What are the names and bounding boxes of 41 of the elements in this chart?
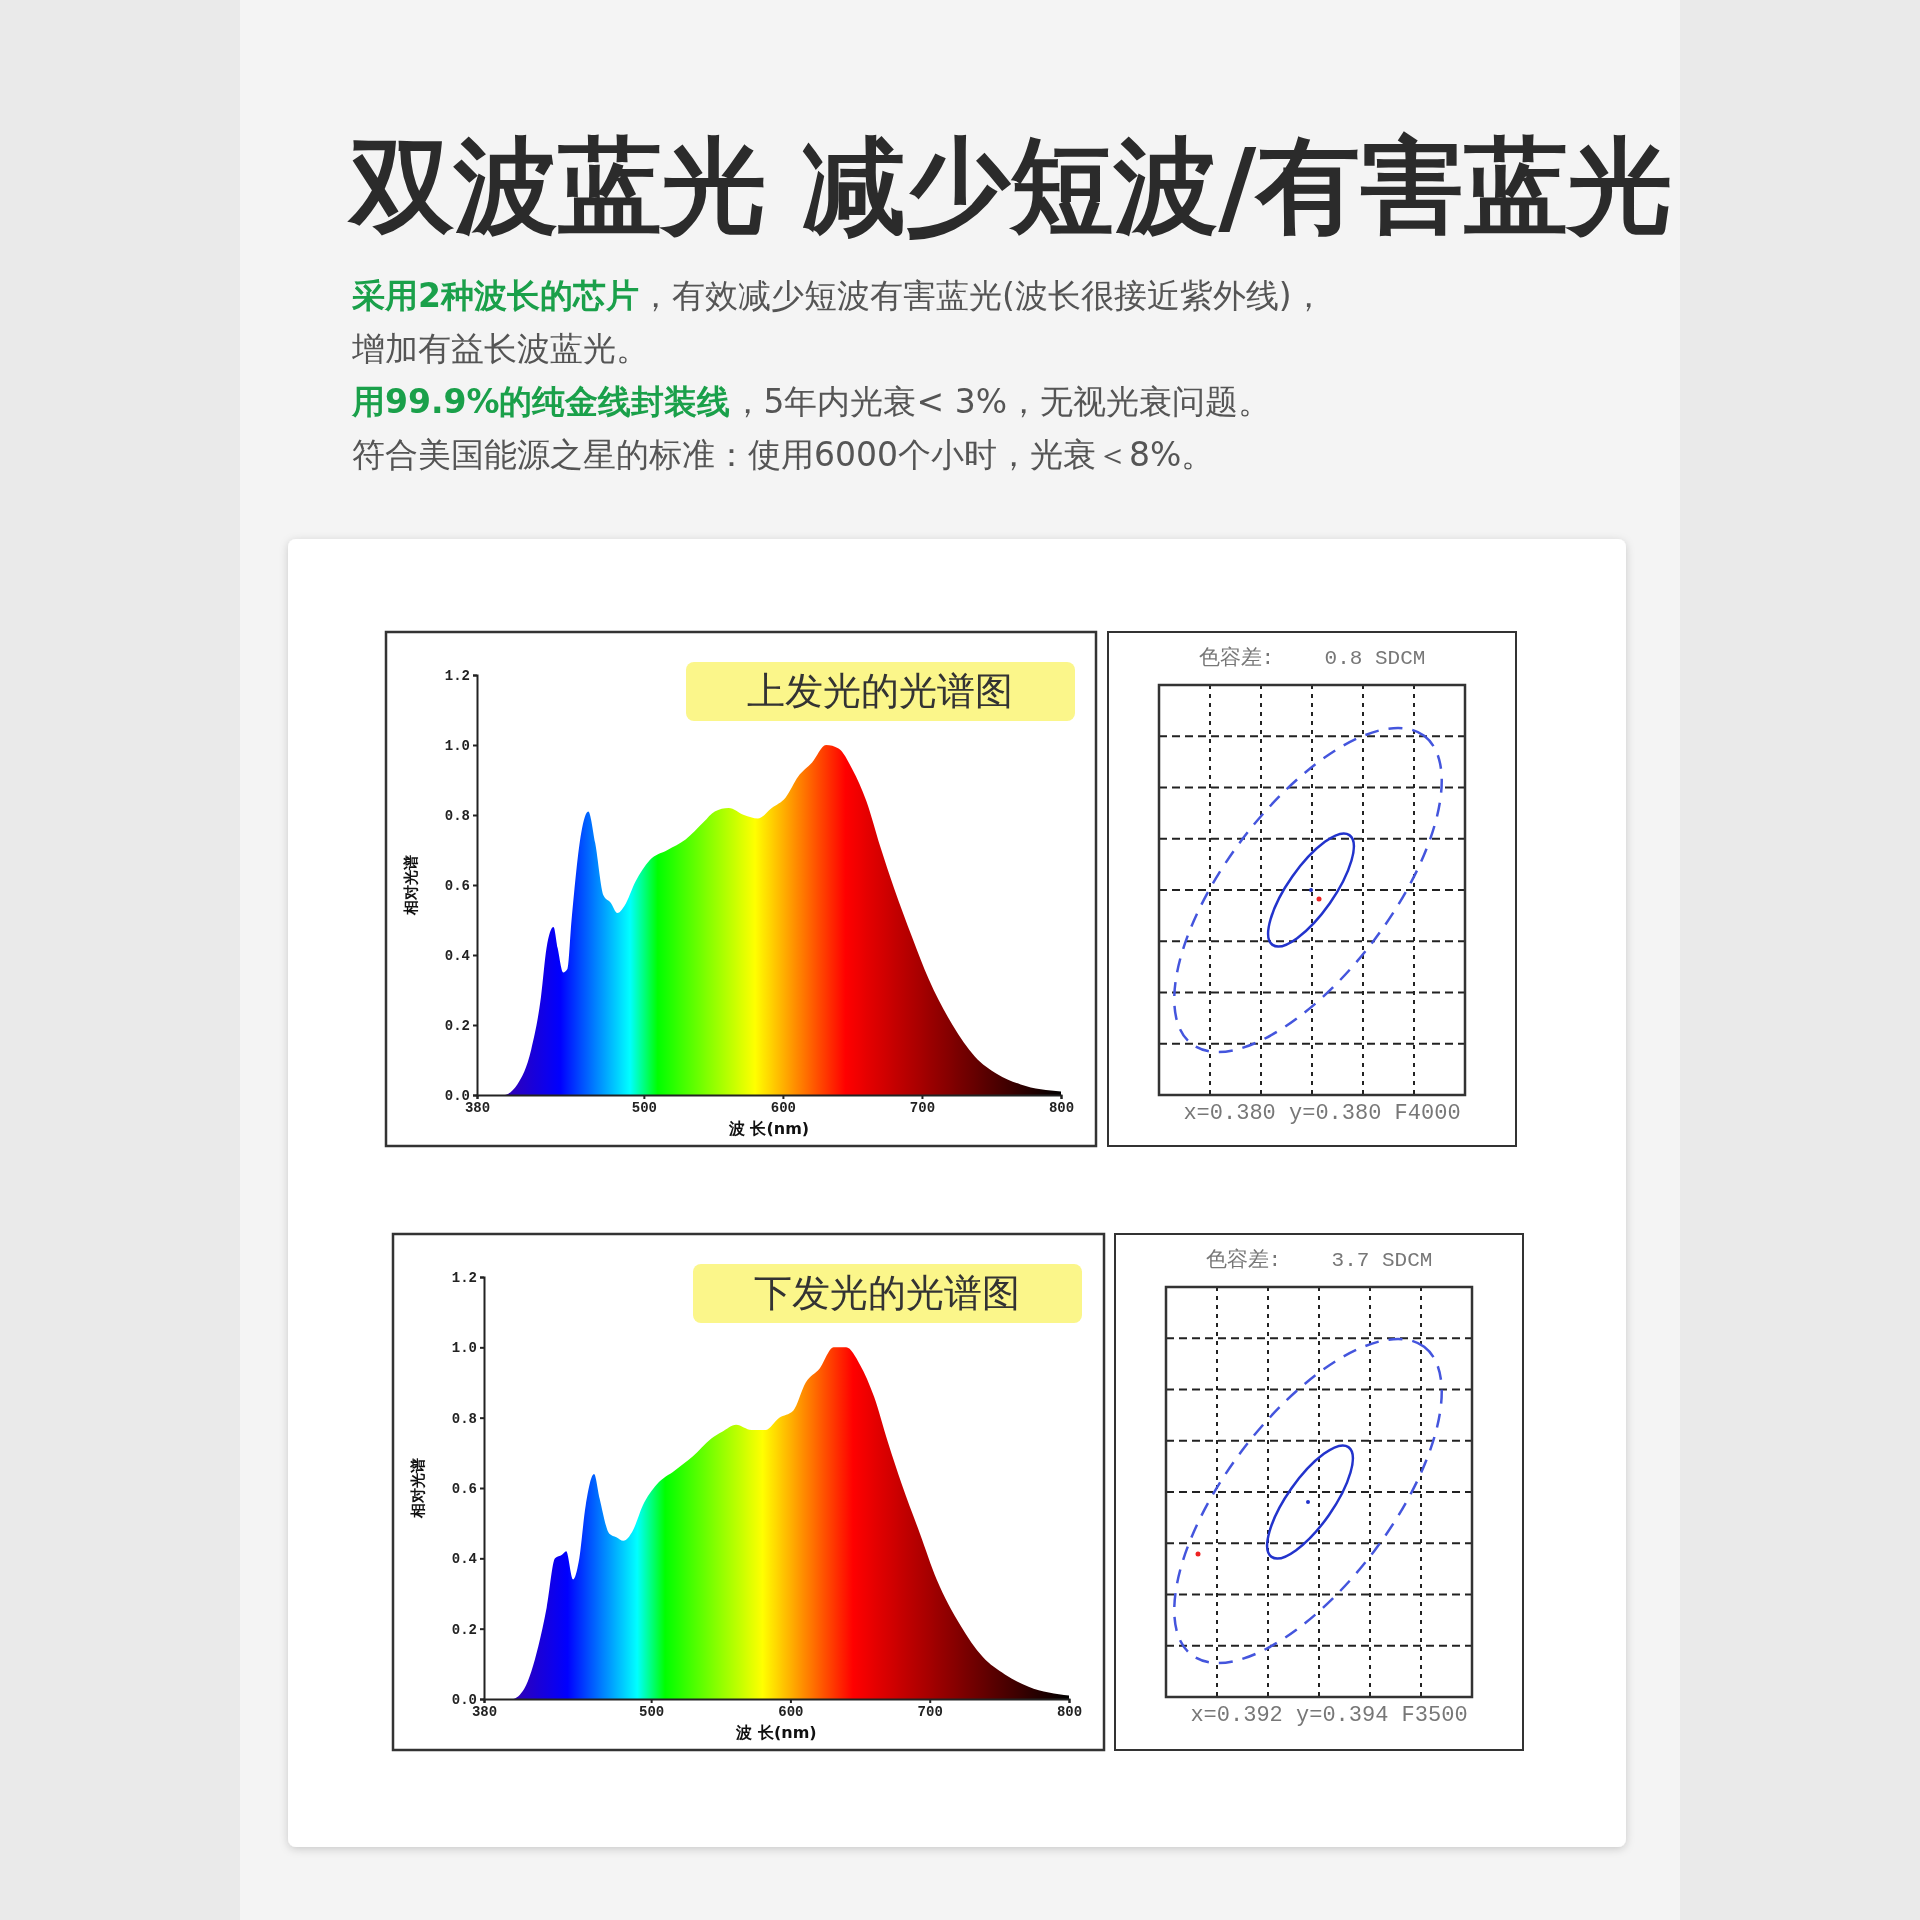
x-tick-label: 500 xyxy=(639,1703,665,1720)
title-box: 下发光的光谱图 xyxy=(693,1264,1082,1323)
y-tick-label: 0.2 xyxy=(451,1621,477,1638)
y-tick-label: 0.2 xyxy=(444,1017,470,1034)
text: x=0.392 y=0.394 F3500 xyxy=(1190,1703,1468,1728)
text: 色容差: 0.8 SDCM xyxy=(1198,646,1426,670)
x-tick-label: 380 xyxy=(471,1703,498,1720)
text: 增加有益长波蓝光。 xyxy=(351,329,649,368)
text: ，有效减少短波有害蓝光(波长很接近紫外线)， xyxy=(638,276,1325,315)
x-tick-label: 600 xyxy=(770,1099,797,1116)
x-axis-title: 波 长(nm) xyxy=(735,1723,817,1742)
chart-title: 下发光的光谱图 xyxy=(754,1271,1020,1315)
y-tick-label: 0.8 xyxy=(444,807,470,824)
text: x=0.380 y=0.380 F4000 xyxy=(1183,1101,1461,1126)
y-axis-title: 相对光谱 xyxy=(402,855,420,916)
y-tick-label: 0.6 xyxy=(451,1480,477,1497)
title-box: 上发光的光谱图 xyxy=(686,662,1075,721)
y-tick-label: 1.2 xyxy=(444,667,470,684)
y-tick-label: 1.0 xyxy=(451,1340,477,1357)
text: ，5年内光衰< 3%，无视光衰问题。 xyxy=(730,382,1271,421)
x-tick-label: 700 xyxy=(917,1703,943,1720)
text: 用99.9%的纯金线封装线 xyxy=(351,382,731,421)
text: 采用2种波长的芯片 xyxy=(351,276,639,315)
chart-title: 上发光的光谱图 xyxy=(747,669,1013,713)
y-tick-label: 0.8 xyxy=(451,1410,477,1427)
y-axis-title: 相对光谱 xyxy=(409,1458,427,1519)
x-tick-label: 800 xyxy=(1048,1099,1075,1116)
y-tick-label: 0.6 xyxy=(444,877,470,894)
y-tick-label: 1.0 xyxy=(444,737,470,754)
x-tick-label: 700 xyxy=(909,1099,936,1116)
text: 双波蓝光 减少短波/有害蓝光 xyxy=(347,125,1673,247)
y-tick-label: 0.4 xyxy=(444,947,470,964)
text: 符合美国能源之星的标准：使用6000个小时，光衰＜8%。 xyxy=(352,435,1215,474)
x-tick-label: 600 xyxy=(778,1703,804,1720)
x-tick-label: 500 xyxy=(631,1099,657,1116)
text: 色容差: 3.7 SDCM xyxy=(1205,1248,1433,1272)
x-tick-label: 380 xyxy=(464,1099,491,1116)
y-tick-label: 1.2 xyxy=(451,1269,477,1286)
y-tick-label: 0.4 xyxy=(451,1551,477,1568)
x-axis-title: 波 长(nm) xyxy=(727,1119,810,1138)
x-tick-label: 800 xyxy=(1056,1703,1083,1720)
